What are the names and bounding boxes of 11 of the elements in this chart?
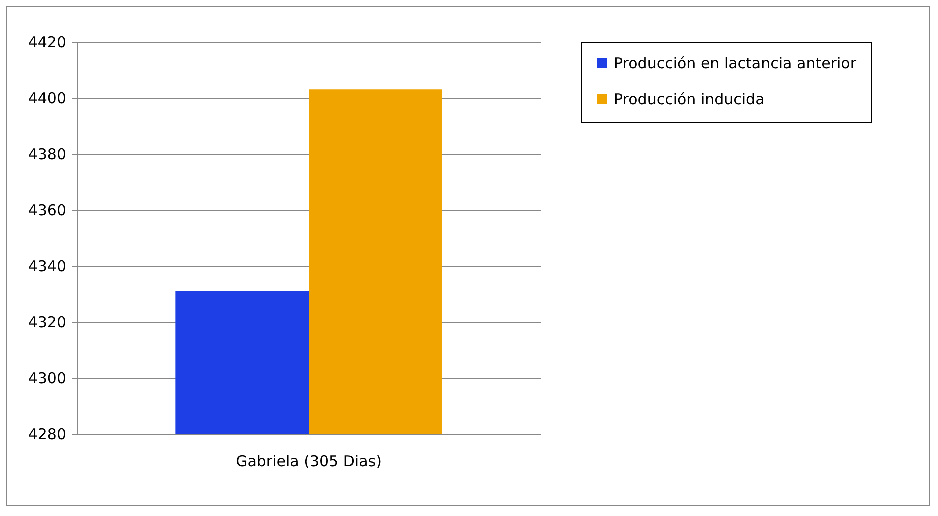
y-tick-label: 4280 [28, 426, 66, 444]
y-tick-label: 4400 [28, 90, 66, 108]
y-tick-label: 4420 [28, 34, 66, 52]
y-tick-label: 4320 [28, 314, 66, 332]
y-tick-label: 4300 [28, 370, 66, 388]
y-tick-label: 4360 [28, 202, 66, 220]
legend-label: Producción en lactancia anterior [614, 54, 858, 72]
y-tick-label: 4340 [28, 258, 66, 276]
legend-label: Producción inducida [614, 90, 765, 108]
x-tick-label: Gabriela (305 Dias) [236, 452, 382, 470]
y-tick-label: 4380 [28, 146, 66, 164]
